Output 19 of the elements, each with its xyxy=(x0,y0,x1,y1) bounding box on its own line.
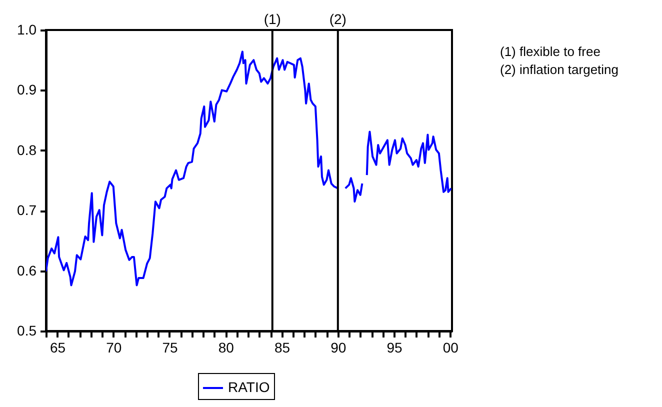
x-tick-label: 90 xyxy=(330,340,346,356)
x-tick-label: 85 xyxy=(274,340,290,356)
ref-line-label: (2) xyxy=(329,11,346,27)
x-tick-label: 00 xyxy=(442,340,459,356)
y-tick-label: 0.7 xyxy=(17,202,37,218)
ref-line-label: (1) xyxy=(264,11,281,27)
y-tick-label: 0.9 xyxy=(17,82,37,98)
y-tick-label: 0.5 xyxy=(17,322,37,338)
y-tick-label: 1.0 xyxy=(17,22,37,38)
x-tick-label: 75 xyxy=(162,340,178,356)
text: (1) flexible to free xyxy=(500,44,600,59)
y-tick-label: 0.6 xyxy=(17,262,37,278)
legend-label: RATIO xyxy=(228,379,270,395)
x-tick-label: 65 xyxy=(50,340,66,356)
x-tick-label: 80 xyxy=(218,340,234,356)
y-tick-label: 0.8 xyxy=(17,142,37,158)
x-tick-label: 95 xyxy=(386,340,403,356)
text: (2) inflation targeting xyxy=(500,62,619,77)
x-tick-label: 70 xyxy=(106,340,122,356)
